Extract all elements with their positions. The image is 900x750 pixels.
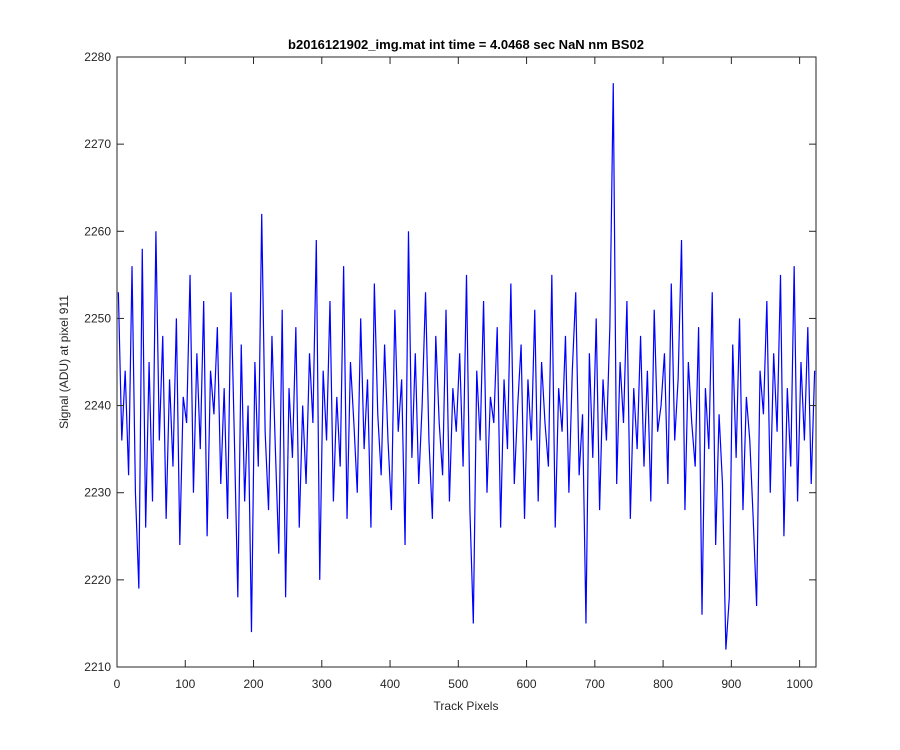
x-tick-label: 100 <box>175 677 195 691</box>
y-tick-label: 2280 <box>84 50 111 64</box>
data-line <box>117 83 816 650</box>
plot-frame <box>116 56 817 668</box>
x-axis-label: Track Pixels <box>434 699 499 713</box>
x-tick-label: 700 <box>585 677 605 691</box>
x-tick-label: 900 <box>721 677 741 691</box>
y-tick-label: 2230 <box>84 486 111 500</box>
x-tick-label: 1000 <box>786 677 813 691</box>
x-tick-label: 0 <box>114 677 121 691</box>
x-tick-label: 200 <box>244 677 264 691</box>
x-tick-label: 600 <box>517 677 537 691</box>
x-tick-label: 300 <box>312 677 332 691</box>
x-tick-label: 800 <box>653 677 673 691</box>
y-tick-label: 2240 <box>84 399 111 413</box>
y-tick-label: 2220 <box>84 573 111 587</box>
x-tick-label: 400 <box>380 677 400 691</box>
y-tick-label: 2210 <box>84 660 111 674</box>
y-tick-label: 2260 <box>84 224 111 238</box>
y-axis-label: Signal (ADU) at pixel 911 <box>57 295 71 429</box>
y-tick-label: 2270 <box>84 137 111 151</box>
x-tick-label: 500 <box>448 677 468 691</box>
chart-title: b2016121902_img.mat int time = 4.0468 se… <box>288 37 644 52</box>
y-tick-label: 2250 <box>84 311 111 325</box>
